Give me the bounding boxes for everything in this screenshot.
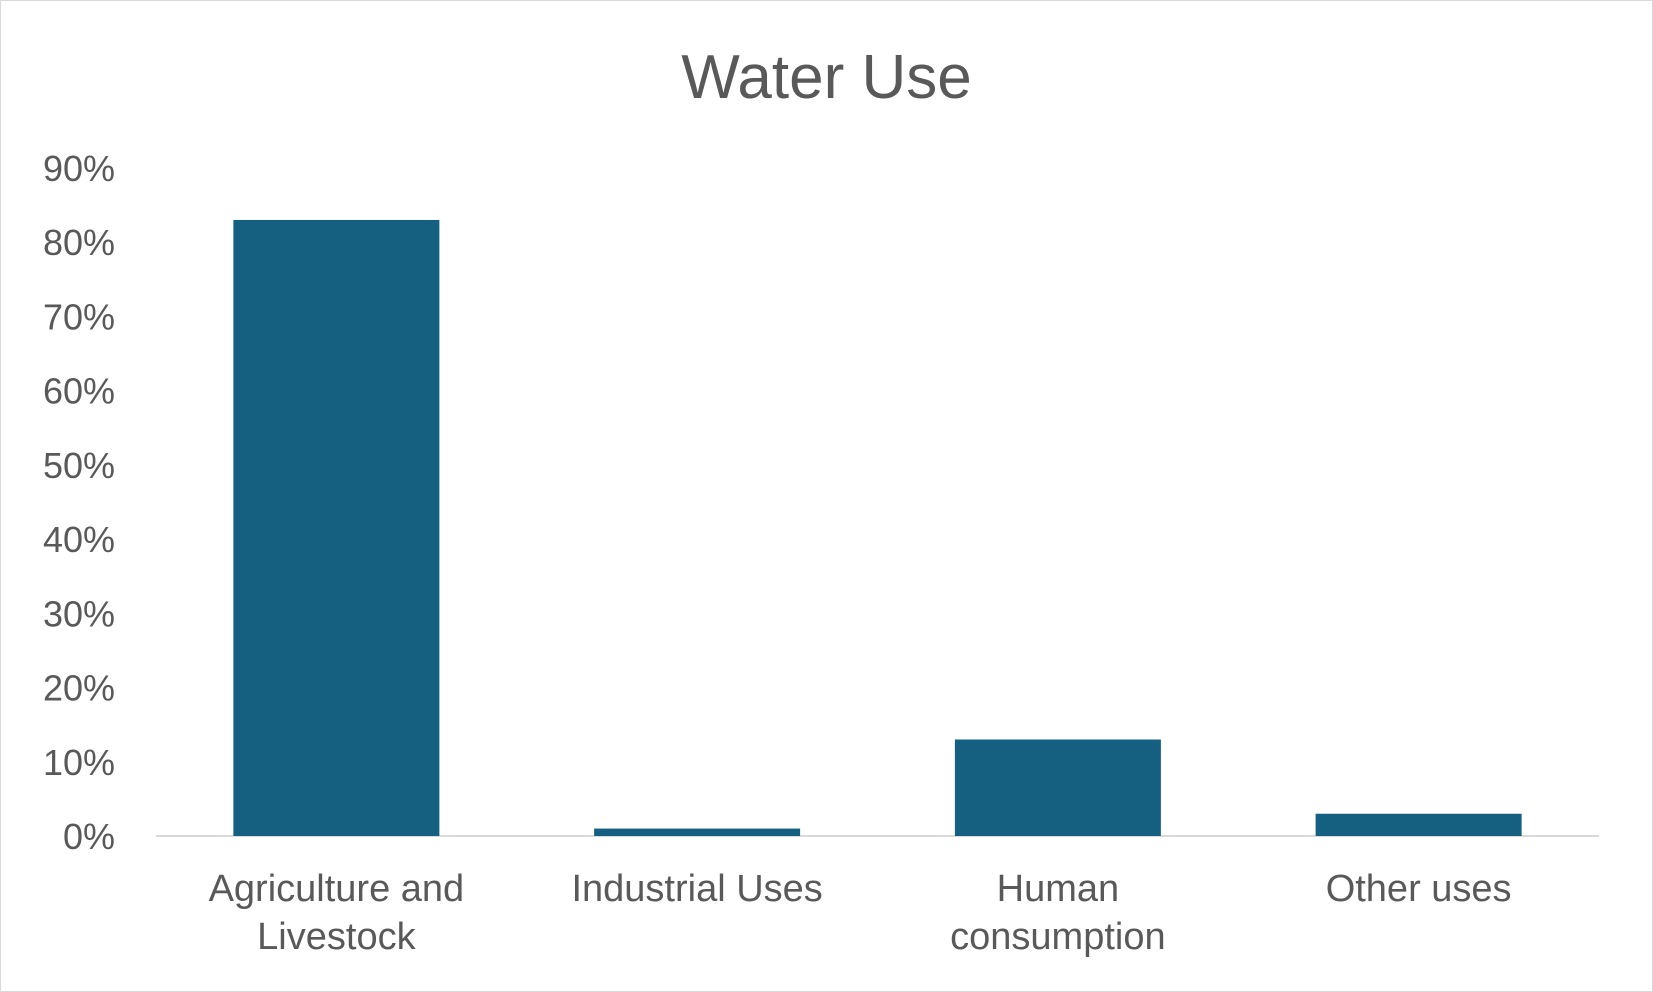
- y-tick-label: 90%: [43, 148, 115, 189]
- x-category-label-line: Agriculture and: [209, 868, 465, 910]
- y-tick-label: 70%: [43, 296, 115, 337]
- bar: [954, 739, 1161, 836]
- y-axis-tick-labels: 0% 10% 20% 30% 40% 50% 60% 70% 80% 90%: [43, 148, 115, 857]
- y-tick-label: 0%: [63, 816, 115, 857]
- y-tick-label: 30%: [43, 593, 115, 634]
- chart-title: Water Use: [681, 43, 972, 112]
- y-tick-label: 40%: [43, 519, 115, 560]
- x-category-label: Agriculture and Livestock: [209, 868, 465, 958]
- bar: [594, 828, 801, 836]
- y-tick-label: 10%: [43, 742, 115, 783]
- x-category-label: Industrial Uses: [571, 868, 822, 910]
- bar: [233, 219, 440, 836]
- x-category-label-line: Other uses: [1326, 868, 1512, 910]
- y-tick-label: 60%: [43, 371, 115, 412]
- x-category-label-line: consumption: [950, 916, 1165, 958]
- bar: [1315, 813, 1522, 836]
- x-category-label-line: Human: [997, 868, 1120, 910]
- x-axis-category-labels: Agriculture and Livestock Industrial Uses H…: [209, 868, 1512, 958]
- y-tick-label: 20%: [43, 668, 115, 709]
- y-tick-label: 50%: [43, 445, 115, 486]
- x-category-label: Human consumption: [950, 868, 1165, 958]
- x-category-label: Other uses: [1326, 868, 1512, 910]
- x-category-label-line: Livestock: [257, 916, 416, 958]
- y-tick-label: 80%: [43, 222, 115, 263]
- bar-series: [233, 219, 1522, 836]
- x-category-label-line: Industrial Uses: [571, 868, 822, 910]
